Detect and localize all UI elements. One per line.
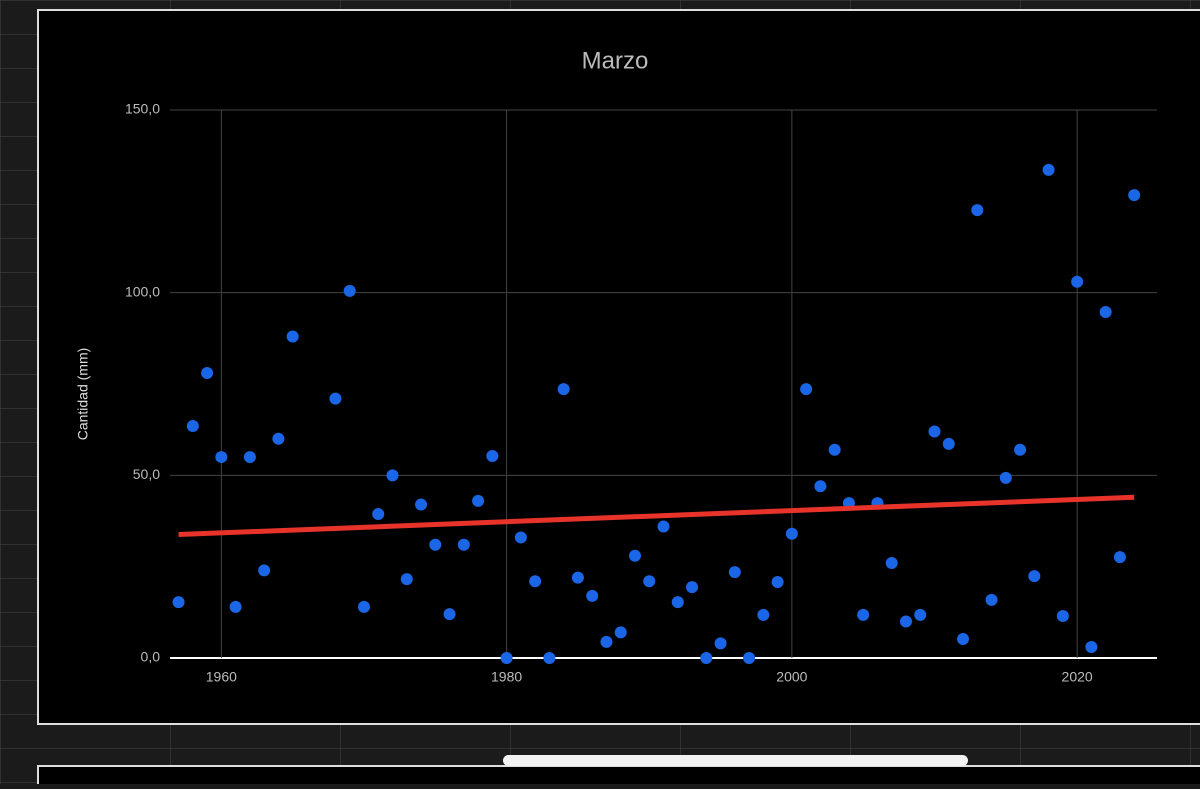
point: [586, 589, 599, 602]
point: [985, 593, 998, 606]
y-tick-label: 100,0: [125, 283, 160, 299]
point: [614, 626, 627, 639]
point: [728, 566, 741, 579]
point: [486, 449, 499, 462]
point: [1056, 609, 1069, 622]
x-tick-label: 2020: [1062, 669, 1093, 685]
point: [1099, 306, 1112, 319]
point: [571, 571, 584, 584]
point: [771, 576, 784, 589]
point: [357, 600, 370, 613]
point: [286, 330, 299, 343]
point: [1113, 551, 1126, 564]
point: [543, 652, 556, 664]
point: [999, 471, 1012, 484]
y-tick-label: 50,0: [133, 466, 160, 482]
point: [429, 538, 442, 551]
chart-title: Marzo: [582, 47, 649, 74]
point: [1085, 641, 1098, 654]
point: [415, 498, 428, 511]
point: [657, 520, 670, 533]
point: [329, 392, 342, 405]
point: [514, 531, 527, 544]
point: [957, 633, 970, 646]
point: [757, 608, 770, 621]
point: [714, 637, 727, 650]
next-panel: [37, 765, 1200, 789]
point: [557, 383, 570, 396]
point: [800, 383, 813, 396]
point: [671, 596, 684, 609]
chart-panel: [37, 9, 1200, 725]
point: [1014, 443, 1027, 456]
point: [443, 608, 456, 621]
point: [857, 608, 870, 621]
point: [914, 608, 927, 621]
x-tick-label: 2000: [776, 669, 807, 685]
point: [942, 437, 955, 450]
point: [457, 538, 470, 551]
y-axis-label: Cantidad (mm): [75, 348, 91, 441]
scrollbar[interactable]: [503, 755, 968, 766]
x-tick-label: 1960: [206, 669, 237, 685]
point: [343, 284, 356, 297]
point: [1042, 163, 1055, 176]
point: [600, 635, 613, 648]
point: [229, 600, 242, 613]
plot: 0,0 50,0 100,0 150,0 1960 1980 2000 2020: [125, 101, 1157, 685]
point: [785, 527, 798, 540]
point: [899, 615, 912, 628]
point: [386, 469, 399, 482]
point: [628, 549, 641, 562]
point: [172, 596, 185, 609]
point: [215, 451, 228, 464]
point: [686, 581, 699, 594]
point: [186, 420, 199, 433]
point: [243, 451, 256, 464]
point: [1028, 570, 1041, 583]
point: [500, 652, 513, 664]
point: [1128, 189, 1141, 202]
point: [1071, 275, 1084, 288]
point: [201, 367, 214, 380]
point: [643, 575, 656, 588]
point: [928, 425, 941, 438]
x-tick-label: 1980: [491, 669, 522, 685]
point: [372, 508, 385, 521]
point: [400, 573, 413, 586]
point: [828, 443, 841, 456]
point: [258, 564, 271, 577]
point: [885, 557, 898, 570]
point: [971, 204, 984, 217]
point: [700, 652, 713, 664]
point: [743, 652, 756, 664]
point: [272, 432, 285, 445]
point: [529, 575, 542, 588]
y-tick-label: 150,0: [125, 101, 160, 117]
y-tick-label: 0,0: [141, 649, 161, 665]
point: [814, 480, 827, 493]
point: [472, 494, 485, 507]
trendline: [178, 494, 1135, 538]
